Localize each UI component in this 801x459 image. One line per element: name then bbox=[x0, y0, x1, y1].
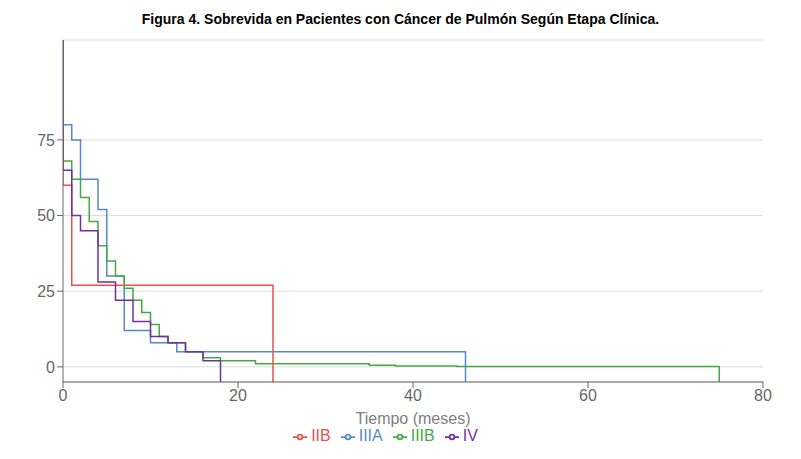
svg-text:25: 25 bbox=[37, 283, 55, 300]
svg-text:0: 0 bbox=[59, 387, 68, 404]
svg-text:0: 0 bbox=[46, 359, 55, 376]
svg-text:50: 50 bbox=[37, 207, 55, 224]
svg-text:75: 75 bbox=[37, 132, 55, 149]
html-text:IIIA: IIIA bbox=[358, 427, 383, 444]
svg-text:80: 80 bbox=[754, 387, 772, 404]
svg-text:60: 60 bbox=[579, 387, 597, 404]
html-text:Figura 4. Sobrevida en Pacient: Figura 4. Sobrevida en Pacientes con Cán… bbox=[141, 11, 660, 27]
svg-text:20: 20 bbox=[229, 387, 247, 404]
html-text:IIB: IIB bbox=[311, 427, 331, 444]
html-text:IIIB: IIIB bbox=[410, 427, 435, 444]
html-text:IV: IV bbox=[462, 427, 478, 444]
svg-text:Tiempo (meses): Tiempo (meses) bbox=[356, 410, 471, 427]
svg-text:40: 40 bbox=[404, 387, 422, 404]
